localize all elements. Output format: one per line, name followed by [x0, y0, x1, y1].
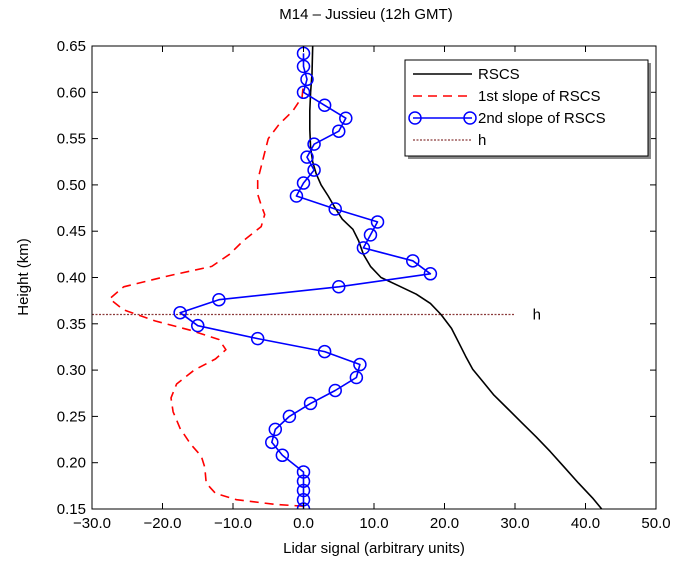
data-point	[307, 137, 321, 151]
data-point	[212, 292, 226, 307]
series-line-1	[108, 82, 305, 507]
data-point	[191, 318, 205, 333]
data-point	[300, 72, 314, 87]
data-point	[296, 176, 311, 190]
x-tick-label: 10.0	[359, 515, 388, 532]
legend-marker	[463, 111, 477, 125]
x-tick-label: −10.0	[214, 515, 252, 532]
x-tick-label: 30.0	[500, 515, 529, 532]
legend-label-0: RSCS	[478, 66, 520, 83]
x-tick-label: −30.0	[73, 515, 111, 532]
data-point	[406, 254, 420, 268]
series-0	[309, 46, 603, 509]
legend-label-3: h	[478, 132, 486, 149]
data-point	[296, 483, 311, 498]
y-tick-label: 0.35	[57, 316, 86, 333]
data-point	[339, 111, 353, 125]
series-line-2	[179, 53, 432, 509]
data-point	[423, 267, 438, 281]
data-point	[317, 344, 332, 359]
x-tick-label: 40.0	[571, 515, 600, 532]
data-point	[250, 331, 265, 346]
x-axis-label: Lidar signal (arbitrary units)	[283, 540, 465, 557]
data-point	[332, 280, 346, 294]
y-tick-label: 0.65	[57, 38, 86, 55]
x-tick-label: 50.0	[641, 515, 670, 532]
series-1	[108, 82, 305, 507]
y-tick-label: 0.60	[57, 84, 86, 101]
y-tick-label: 0.25	[57, 408, 86, 425]
legend-label-1: 1st slope of RSCS	[478, 88, 601, 105]
data-point	[349, 370, 364, 385]
data-point	[317, 98, 332, 113]
data-point	[282, 409, 297, 424]
y-tick-label: 0.40	[57, 270, 86, 287]
data-point	[328, 383, 342, 398]
y-tick-label: 0.15	[57, 501, 86, 518]
data-point	[332, 124, 346, 138]
data-point	[307, 163, 321, 177]
y-tick-label: 0.55	[57, 131, 86, 148]
series-line-0	[309, 46, 603, 509]
data-point	[353, 357, 367, 372]
data-point	[356, 241, 371, 255]
data-point	[296, 85, 311, 100]
y-axis-label: Height (km)	[15, 238, 32, 316]
data-point	[300, 150, 314, 164]
legend-marker	[408, 111, 422, 125]
legend: RSCS 1st slope of RSCS 2nd slope of RSCS h	[404, 59, 651, 159]
data-point	[296, 59, 311, 74]
data-point	[370, 215, 385, 229]
chart-title: M14 – Jussieu (12h GMT)	[279, 6, 452, 23]
data-point	[275, 448, 290, 463]
y-tick-label: 0.20	[57, 455, 86, 472]
data-point	[173, 305, 187, 320]
x-tick-label: 0.0	[293, 515, 314, 532]
data-point	[363, 228, 378, 242]
y-tick-label: 0.45	[57, 223, 86, 240]
x-tick-label: −20.0	[144, 515, 182, 532]
data-point	[265, 435, 279, 450]
data-point	[296, 465, 311, 479]
data-point	[296, 474, 311, 488]
data-point	[268, 422, 283, 437]
y-tick-label: 0.50	[57, 177, 86, 194]
data-point	[303, 396, 318, 411]
data-point	[289, 189, 304, 203]
series-2	[173, 46, 438, 509]
legend-label-2: 2nd slope of RSCS	[478, 110, 606, 127]
data-point	[328, 202, 342, 216]
y-tick-label: 0.30	[57, 362, 86, 379]
x-tick-label: 20.0	[430, 515, 459, 532]
annotation-h: h	[533, 307, 541, 324]
